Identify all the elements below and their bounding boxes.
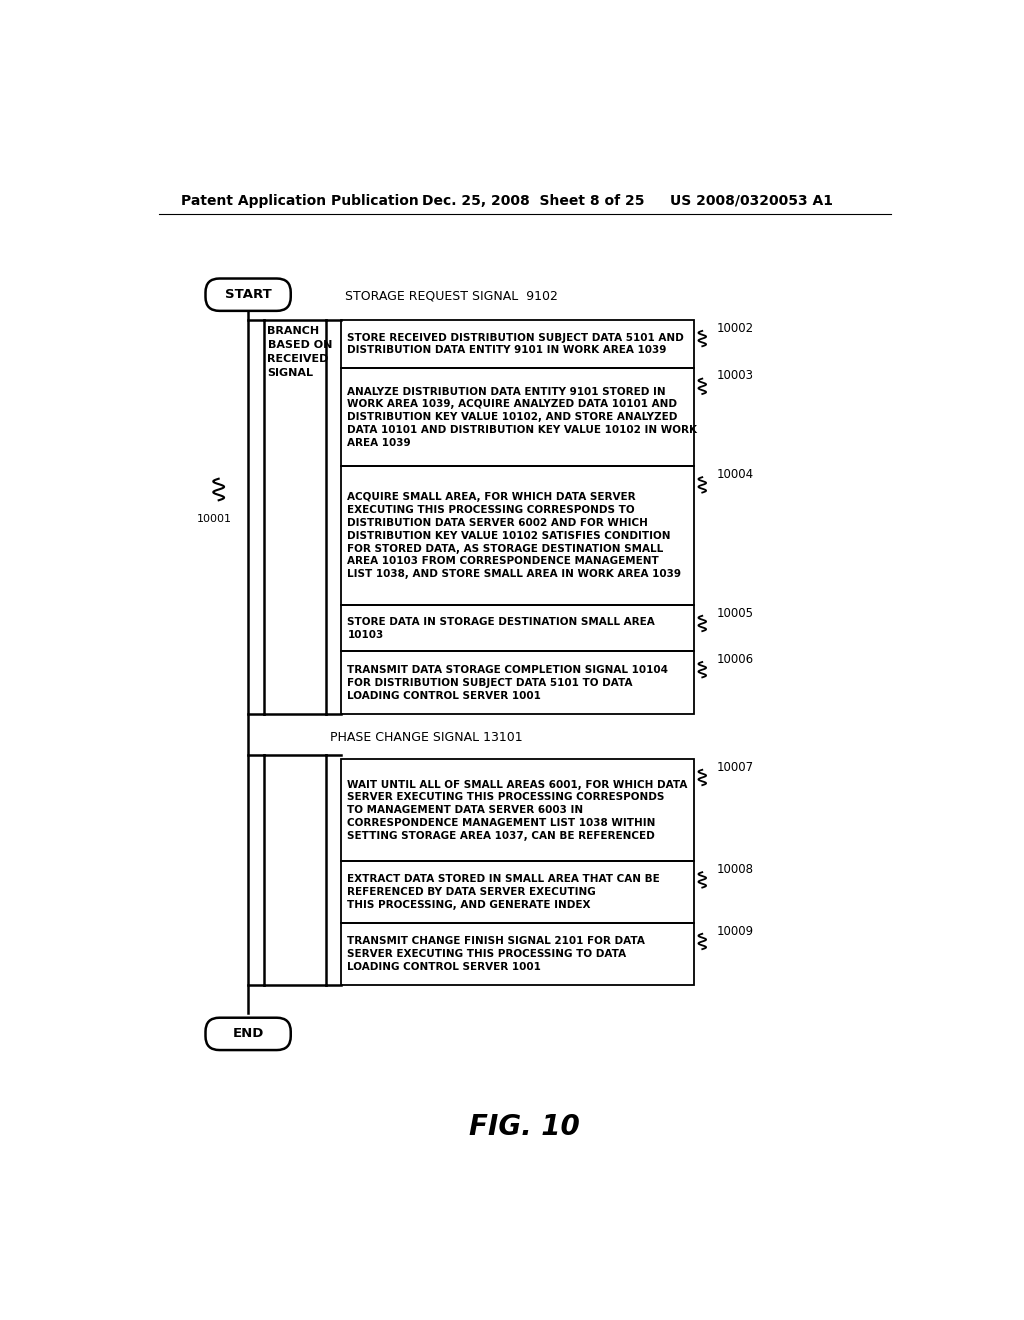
Text: 10005: 10005 bbox=[717, 607, 754, 619]
Text: ACQUIRE SMALL AREA, FOR WHICH DATA SERVER
EXECUTING THIS PROCESSING CORRESPONDS : ACQUIRE SMALL AREA, FOR WHICH DATA SERVE… bbox=[347, 492, 681, 579]
Bar bbox=[341, 321, 693, 368]
Text: BRANCH
BASED ON
RECEIVED
SIGNAL: BRANCH BASED ON RECEIVED SIGNAL bbox=[267, 326, 332, 379]
Bar bbox=[341, 862, 693, 923]
Text: 10002: 10002 bbox=[717, 322, 754, 335]
Text: STORE RECEIVED DISTRIBUTION SUBJECT DATA 5101 AND
DISTRIBUTION DATA ENTITY 9101 : STORE RECEIVED DISTRIBUTION SUBJECT DATA… bbox=[347, 333, 684, 355]
Text: TRANSMIT DATA STORAGE COMPLETION SIGNAL 10104
FOR DISTRIBUTION SUBJECT DATA 5101: TRANSMIT DATA STORAGE COMPLETION SIGNAL … bbox=[347, 665, 669, 701]
Text: PHASE CHANGE SIGNAL 13101: PHASE CHANGE SIGNAL 13101 bbox=[330, 731, 522, 744]
Text: EXTRACT DATA STORED IN SMALL AREA THAT CAN BE
REFERENCED BY DATA SERVER EXECUTIN: EXTRACT DATA STORED IN SMALL AREA THAT C… bbox=[347, 874, 660, 909]
Bar bbox=[341, 466, 693, 605]
Text: Dec. 25, 2008  Sheet 8 of 25: Dec. 25, 2008 Sheet 8 of 25 bbox=[423, 194, 645, 207]
Text: TRANSMIT CHANGE FINISH SIGNAL 2101 FOR DATA
SERVER EXECUTING THIS PROCESSING TO : TRANSMIT CHANGE FINISH SIGNAL 2101 FOR D… bbox=[347, 936, 645, 972]
Bar bbox=[341, 923, 693, 985]
Text: STORAGE REQUEST SIGNAL  9102: STORAGE REQUEST SIGNAL 9102 bbox=[345, 289, 558, 302]
Text: ANALYZE DISTRIBUTION DATA ENTITY 9101 STORED IN
WORK AREA 1039, ACQUIRE ANALYZED: ANALYZE DISTRIBUTION DATA ENTITY 9101 ST… bbox=[347, 387, 697, 447]
Bar bbox=[341, 605, 693, 651]
Text: END: END bbox=[232, 1027, 264, 1040]
Text: START: START bbox=[224, 288, 271, 301]
Text: 10003: 10003 bbox=[717, 370, 754, 383]
Text: 10004: 10004 bbox=[717, 469, 754, 480]
Text: 10007: 10007 bbox=[717, 760, 754, 774]
Bar bbox=[341, 759, 693, 862]
Text: STORE DATA IN STORAGE DESTINATION SMALL AREA
10103: STORE DATA IN STORAGE DESTINATION SMALL … bbox=[347, 616, 655, 639]
Text: Patent Application Publication: Patent Application Publication bbox=[180, 194, 419, 207]
Bar bbox=[341, 368, 693, 466]
Text: WAIT UNTIL ALL OF SMALL AREAS 6001, FOR WHICH DATA
SERVER EXECUTING THIS PROCESS: WAIT UNTIL ALL OF SMALL AREAS 6001, FOR … bbox=[347, 780, 688, 841]
Text: 10001: 10001 bbox=[197, 515, 232, 524]
Text: FIG. 10: FIG. 10 bbox=[469, 1113, 581, 1140]
Text: 10006: 10006 bbox=[717, 653, 754, 665]
Text: 10009: 10009 bbox=[717, 924, 754, 937]
Text: US 2008/0320053 A1: US 2008/0320053 A1 bbox=[671, 194, 834, 207]
Text: 10008: 10008 bbox=[717, 863, 754, 876]
Bar bbox=[341, 651, 693, 714]
